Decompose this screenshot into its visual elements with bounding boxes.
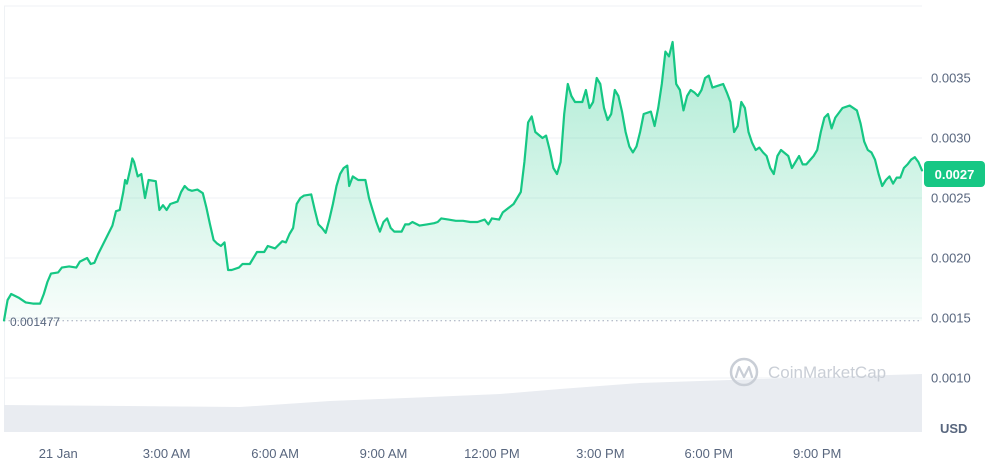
x-tick-label: 12:00 PM: [464, 446, 520, 461]
y-tick-label: 0.0020: [931, 251, 971, 266]
coinmarketcap-logo: CoinMarketCap: [729, 357, 886, 387]
y-tick-label: 0.0010: [931, 371, 971, 386]
logo-mark-wave: [734, 365, 754, 379]
open-price-label: 0.001477: [10, 315, 60, 329]
y-tick-label: 0.0015: [931, 311, 971, 326]
x-tick-label: 9:00 AM: [360, 446, 408, 461]
y-axis: 0.0010 0.0015 0.0020 0.0025 0.0030 0.0035: [931, 71, 971, 386]
price-area-fill: [4, 42, 922, 321]
price-line: [2, 40, 924, 322]
x-tick-label: 6:00 AM: [251, 446, 299, 461]
current-price-badge: 0.0027: [924, 161, 985, 187]
watermark-text: CoinMarketCap: [768, 363, 886, 382]
volume-area: [4, 374, 922, 432]
x-axis: 21 Jan 3:00 AM 6:00 AM 9:00 AM 12:00 PM 3:00 …: [39, 446, 842, 461]
current-price-badge-bg: [924, 161, 985, 187]
x-tick-label: 3:00 AM: [143, 446, 191, 461]
current-price-badge-label: 0.0027: [935, 167, 975, 182]
currency-unit-label: USD: [940, 421, 967, 436]
y-tick-label: 0.0025: [931, 191, 971, 206]
y-tick-label: 0.0030: [931, 131, 971, 146]
x-tick-label: 6:00 PM: [685, 446, 733, 461]
x-tick-label: 3:00 PM: [576, 446, 624, 461]
logo-mark-icon: [729, 357, 759, 387]
x-tick-label: 9:00 PM: [793, 446, 841, 461]
x-tick-label: 21 Jan: [39, 446, 78, 461]
y-tick-label: 0.0035: [931, 71, 971, 86]
